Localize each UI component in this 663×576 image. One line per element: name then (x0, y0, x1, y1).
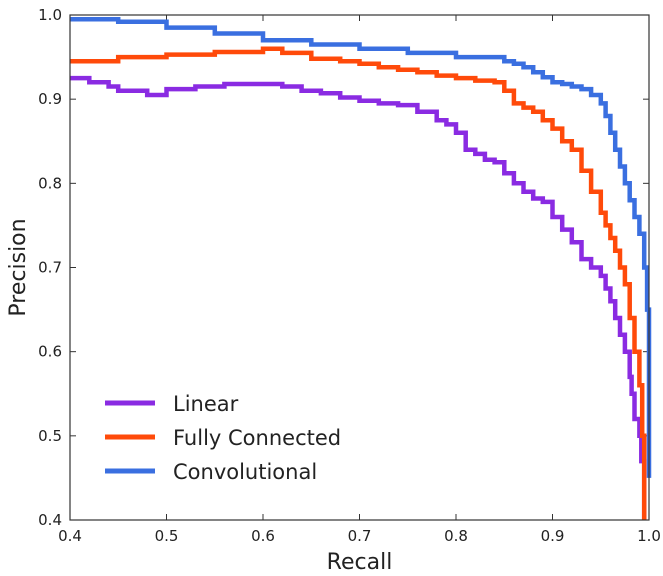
series-line-convolutional (70, 16, 652, 478)
x-tick-label: 0.6 (251, 527, 275, 545)
x-tick-label: 1.0 (637, 527, 661, 545)
x-tick-label: 0.9 (541, 527, 565, 545)
series-line-fully-connected (70, 46, 647, 520)
x-tick-label: 0.4 (58, 527, 82, 545)
x-tick-label: 0.7 (348, 527, 372, 545)
legend-label-linear: Linear (173, 392, 239, 416)
legend: Linear Fully Connected Convolutional (105, 392, 341, 484)
legend-label-convolutional: Convolutional (173, 460, 317, 484)
x-tick-label: 0.8 (444, 527, 468, 545)
y-tick-label: 0.6 (38, 343, 62, 361)
y-axis-title: Precision (6, 218, 31, 316)
y-tick-label: 0.4 (38, 511, 62, 529)
x-tick-label: 0.5 (155, 527, 179, 545)
y-tick-label: 1.0 (38, 6, 62, 24)
x-axis-title: Recall (327, 550, 393, 575)
y-tick-label: 0.5 (38, 427, 62, 445)
y-tick-label: 0.9 (38, 90, 62, 108)
y-tick-label: 0.7 (38, 259, 62, 277)
series-layer (70, 16, 652, 520)
y-tick-label: 0.8 (38, 174, 62, 192)
series-line-linear (70, 75, 647, 520)
legend-label-fully-connected: Fully Connected (173, 426, 341, 450)
plot-frame (69, 14, 650, 521)
tick-layer: 0.4 0.5 0.6 0.7 0.8 0.9 1.0 0.4 0.5 0.6 0.7 0.8 0.9 1… (38, 6, 661, 545)
